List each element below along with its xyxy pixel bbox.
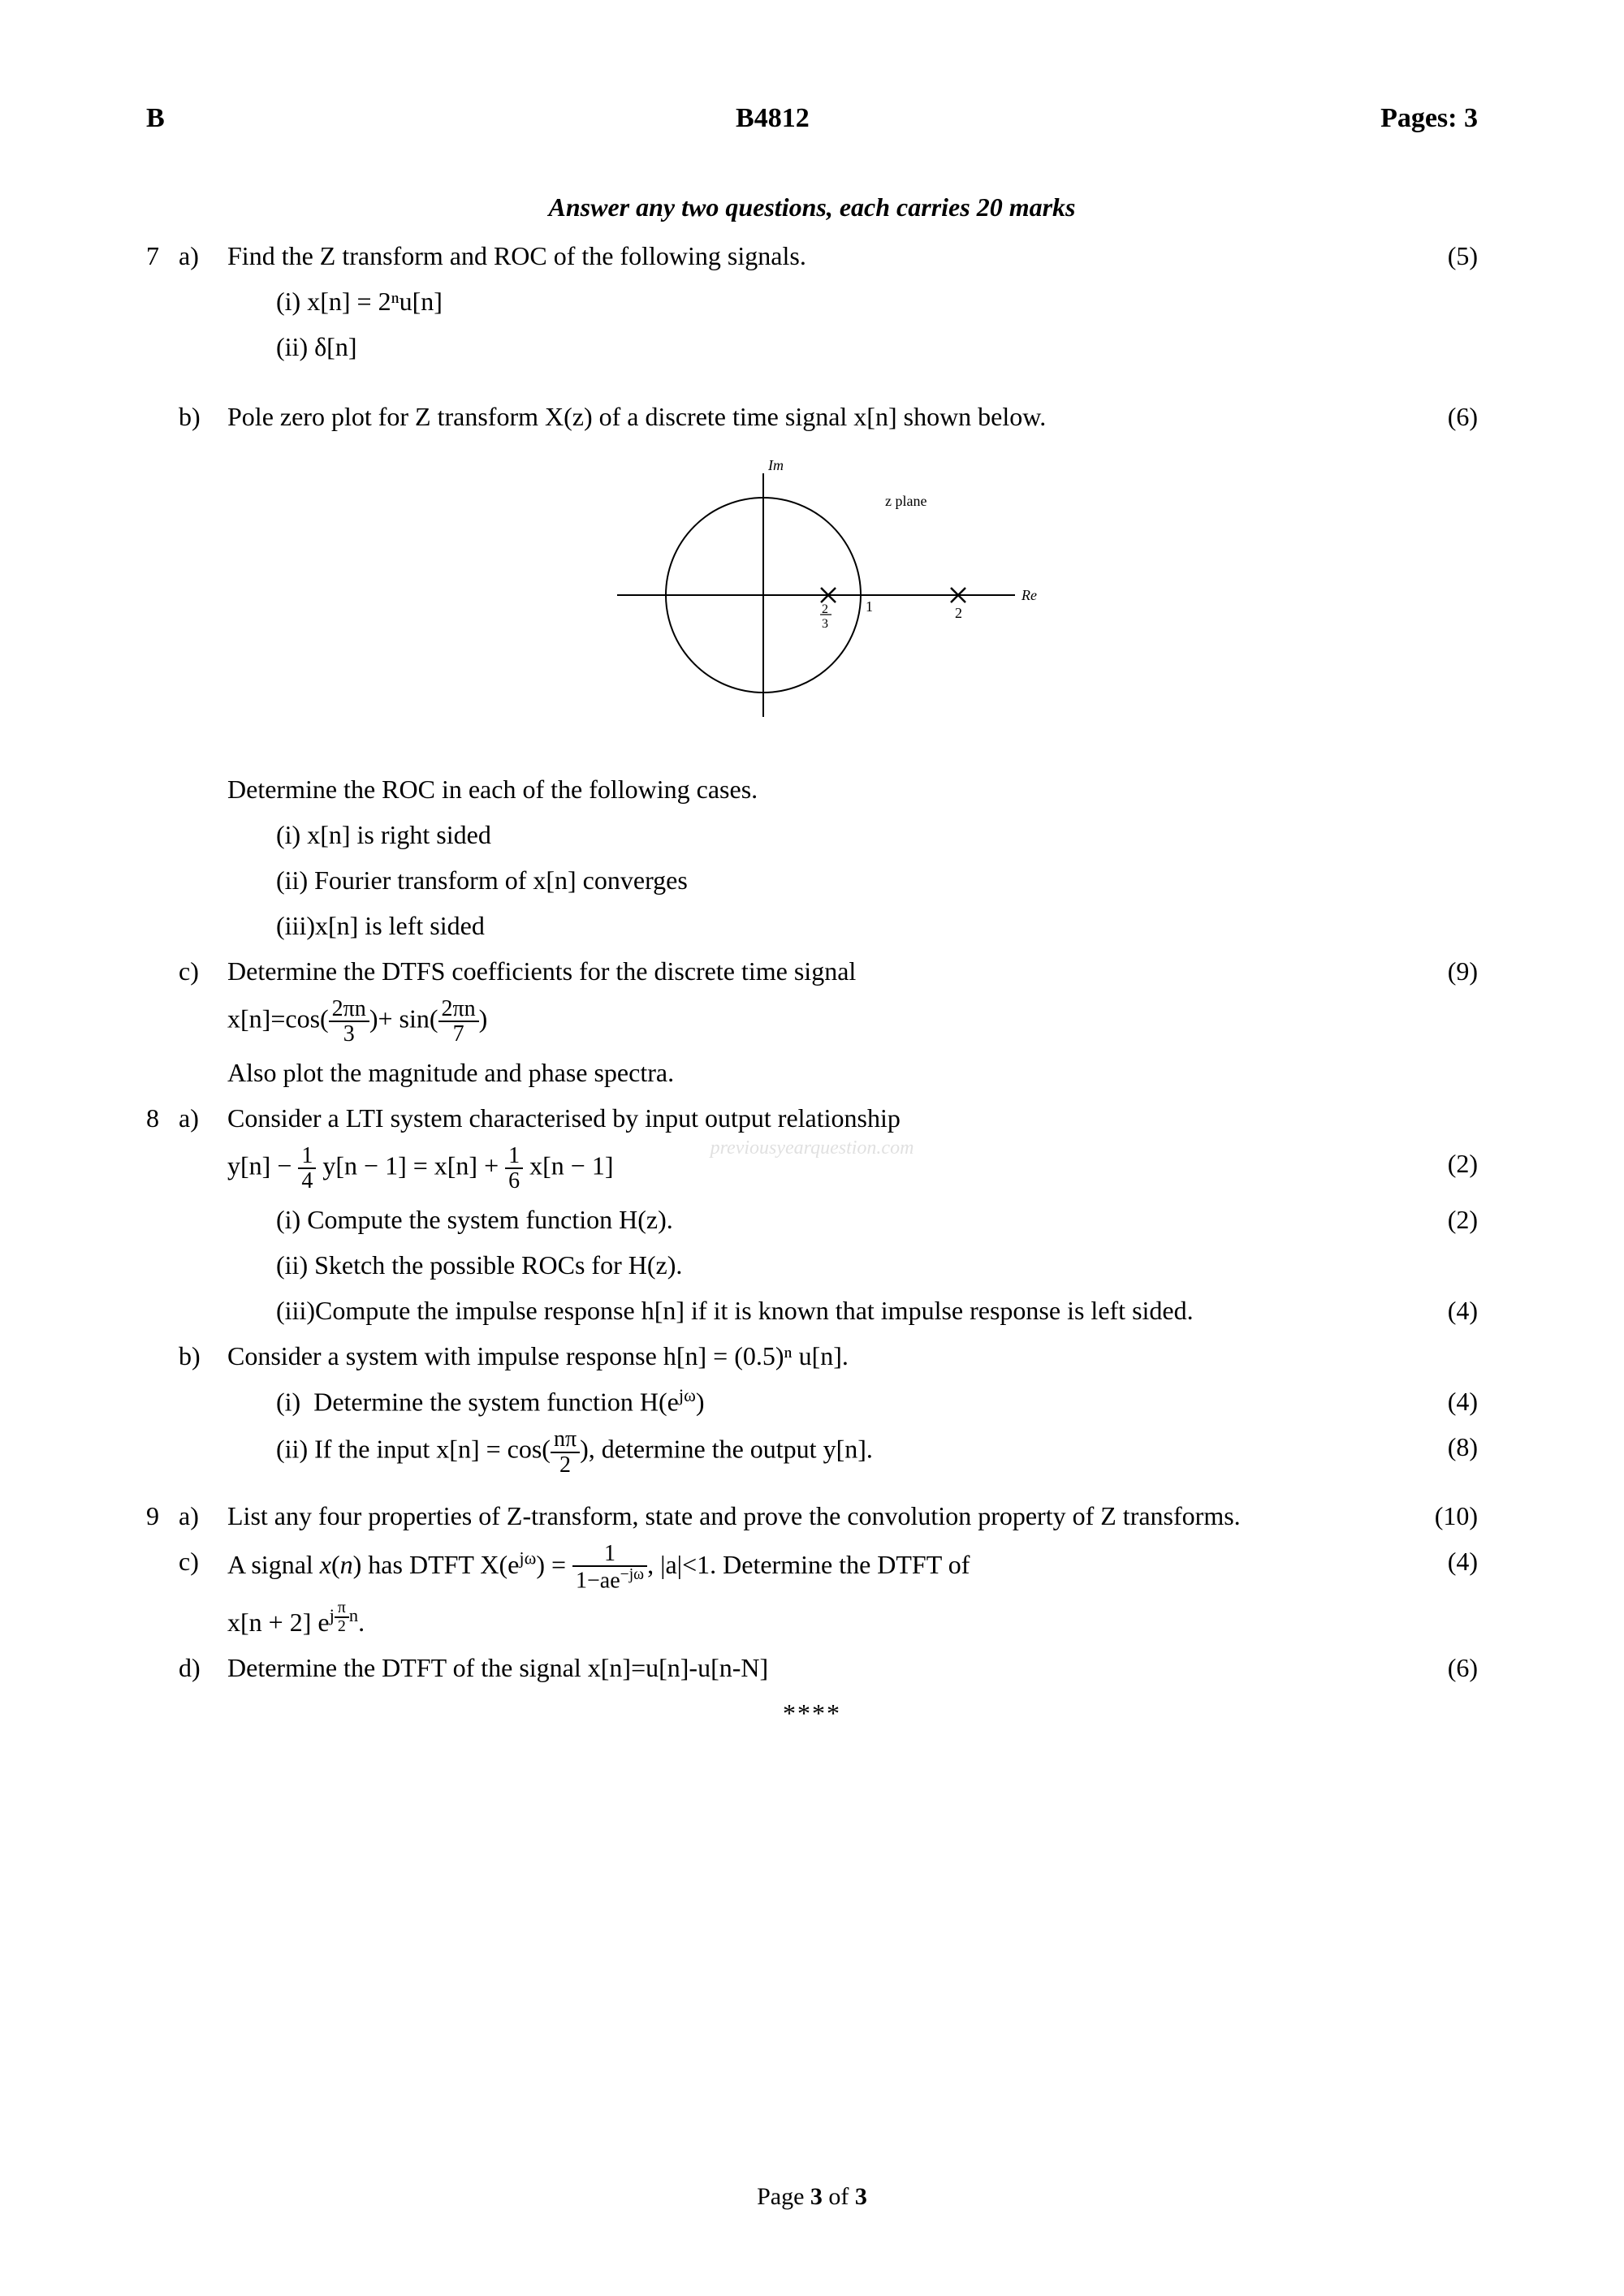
- header-left: B: [146, 97, 165, 139]
- svg-text:1: 1: [866, 598, 873, 615]
- question-text: A signal x(n) has DTFT X(ejω) = 11−ae−jω…: [227, 1542, 1413, 1593]
- question-part: c): [179, 1542, 227, 1581]
- sub-item: (ii) Fourier transform of x[n] converges: [146, 861, 1478, 900]
- question-marks: (6): [1413, 1648, 1478, 1687]
- question-row: c) A signal x(n) has DTFT X(ejω) = 11−ae…: [146, 1542, 1478, 1593]
- equation: x[n]=cos(2πn3)+ sin(2πn7): [227, 997, 1413, 1047]
- subitem-text: (i) x[n] = 2ⁿu[n]: [227, 282, 1413, 321]
- question-marks: (2): [1413, 1200, 1478, 1239]
- sub-item: (ii) If the input x[n] = cos(nπ2), deter…: [146, 1427, 1478, 1477]
- equation-row: y[n] − 14 y[n − 1] = x[n] + 16 x[n − 1] …: [146, 1144, 1478, 1193]
- equation-row: x[n + 2] ejπ2n.: [146, 1599, 1478, 1642]
- svg-text:z plane: z plane: [885, 493, 926, 509]
- question-marks: (4): [1413, 1382, 1478, 1421]
- question-text: List any four properties of Z-transform,…: [227, 1496, 1413, 1535]
- pole-zero-diagram: ImRez plane1232: [227, 457, 1413, 744]
- question-text: Consider a LTI system characterised by i…: [227, 1098, 1413, 1137]
- question-row: b) Pole zero plot for Z transform X(z) o…: [146, 397, 1478, 436]
- subitem-text: (ii) Sketch the possible ROCs for H(z).: [227, 1245, 1413, 1284]
- sub-item: (ii) Sketch the possible ROCs for H(z).: [146, 1245, 1478, 1284]
- question-row: Also plot the magnitude and phase spectr…: [146, 1053, 1478, 1092]
- question-marks: (8): [1413, 1427, 1478, 1466]
- section-instruction: Answer any two questions, each carries 2…: [146, 188, 1478, 227]
- question-text: Determine the ROC in each of the followi…: [227, 770, 1413, 809]
- question-text: Determine the DTFS coefficients for the …: [227, 952, 1413, 990]
- subitem-text: (i) x[n] is right sided: [227, 815, 1413, 854]
- svg-text:Re: Re: [1021, 587, 1037, 603]
- question-marks: (6): [1413, 397, 1478, 436]
- question-text: Pole zero plot for Z transform X(z) of a…: [227, 397, 1413, 436]
- sub-item: (i) x[n] = 2ⁿu[n]: [146, 282, 1478, 321]
- question-marks: (5): [1413, 236, 1478, 275]
- svg-text:2: 2: [955, 605, 962, 621]
- svg-text:3: 3: [822, 617, 828, 631]
- question-marks: (10): [1413, 1496, 1478, 1535]
- header-right: Pages: 3: [1380, 97, 1478, 139]
- sub-item: (i) Determine the system function H(ejω)…: [146, 1382, 1478, 1422]
- question-marks: (2): [1413, 1144, 1478, 1183]
- question-part: b): [179, 1336, 227, 1375]
- pole-zero-svg: ImRez plane1232: [593, 457, 1047, 733]
- svg-text:Im: Im: [767, 457, 784, 473]
- equation-row: x[n]=cos(2πn3)+ sin(2πn7): [146, 997, 1478, 1047]
- question-row: b) Consider a system with impulse respon…: [146, 1336, 1478, 1375]
- question-row: 9 a) List any four properties of Z-trans…: [146, 1496, 1478, 1535]
- question-text: Also plot the magnitude and phase spectr…: [227, 1053, 1413, 1092]
- question-part: c): [179, 952, 227, 990]
- question-part: a): [179, 236, 227, 275]
- question-text: Consider a system with impulse response …: [227, 1336, 1413, 1375]
- page-header: B B4812 Pages: 3: [146, 97, 1478, 139]
- question-row: Determine the ROC in each of the followi…: [146, 770, 1478, 809]
- question-marks: (9): [1413, 952, 1478, 990]
- question-row: d) Determine the DTFT of the signal x[n]…: [146, 1648, 1478, 1687]
- question-number: 7: [146, 236, 179, 275]
- question-number: 8: [146, 1098, 179, 1137]
- question-number: 9: [146, 1496, 179, 1535]
- diagram-row: ImRez plane1232: [146, 442, 1478, 763]
- subitem-text: (ii) If the input x[n] = cos(nπ2), deter…: [227, 1427, 1413, 1477]
- question-part: b): [179, 397, 227, 436]
- page-footer: Page 3 of 3: [0, 2178, 1624, 2215]
- subitem-text: (ii) δ[n]: [227, 327, 1413, 366]
- subitem-text: (iii)Compute the impulse response h[n] i…: [227, 1291, 1413, 1330]
- question-text: Find the Z transform and ROC of the foll…: [227, 236, 1413, 275]
- question-part: a): [179, 1098, 227, 1137]
- question-row: 7 a) Find the Z transform and ROC of the…: [146, 236, 1478, 275]
- question-part: d): [179, 1648, 227, 1687]
- subitem-text: (ii) Fourier transform of x[n] converges: [227, 861, 1413, 900]
- subitem-text: (i) Compute the system function H(z).: [227, 1200, 1413, 1239]
- question-marks: (4): [1413, 1291, 1478, 1330]
- end-marker: ****: [146, 1694, 1478, 1733]
- equation: y[n] − 14 y[n − 1] = x[n] + 16 x[n − 1]: [227, 1144, 1413, 1193]
- question-row: c) Determine the DTFS coefficients for t…: [146, 952, 1478, 990]
- question-row: 8 a) Consider a LTI system characterised…: [146, 1098, 1478, 1137]
- subitem-text: (i) Determine the system function H(ejω): [227, 1382, 1413, 1422]
- subitem-text: (iii)x[n] is left sided: [227, 906, 1413, 945]
- sub-item: (i) Compute the system function H(z). (2…: [146, 1200, 1478, 1239]
- sub-item: (i) x[n] is right sided: [146, 815, 1478, 854]
- sub-item: (ii) δ[n]: [146, 327, 1478, 366]
- sub-item: (iii)x[n] is left sided: [146, 906, 1478, 945]
- sub-item: (iii)Compute the impulse response h[n] i…: [146, 1291, 1478, 1330]
- header-center: B4812: [736, 97, 810, 139]
- question-text: Determine the DTFT of the signal x[n]=u[…: [227, 1648, 1413, 1687]
- question-part: a): [179, 1496, 227, 1535]
- equation: x[n + 2] ejπ2n.: [227, 1599, 1413, 1642]
- question-marks: (4): [1413, 1542, 1478, 1581]
